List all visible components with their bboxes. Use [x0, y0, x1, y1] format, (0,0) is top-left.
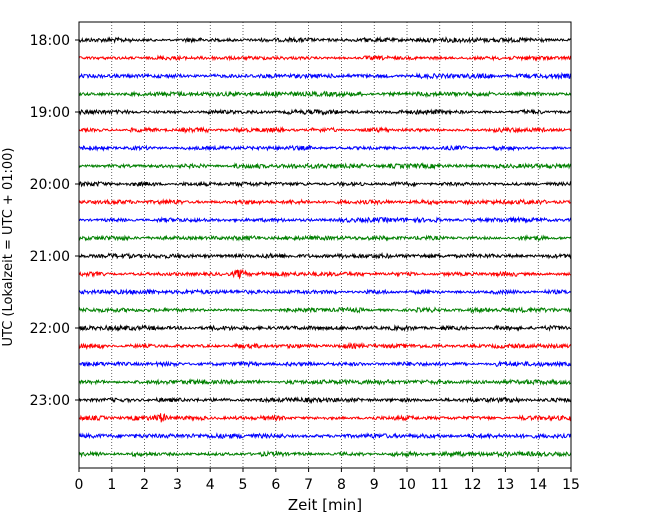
seismogram-trace — [78, 198, 572, 206]
x-axis-ticks: 0 1 2 3 4 5 6 7 8 9 10 11 12 13 14 15 — [75, 468, 580, 493]
seismogram-trace — [78, 432, 572, 440]
y-tick-label: 20:00 — [30, 177, 70, 193]
traces-group — [78, 36, 572, 459]
x-tick-label: 9 — [370, 477, 379, 493]
x-tick-label: 13 — [496, 477, 514, 493]
y-tick-label: 23:00 — [30, 393, 70, 409]
x-tick-label: 14 — [529, 477, 547, 493]
plot-frame — [78, 21, 572, 469]
y-tick-label: 21:00 — [30, 249, 70, 265]
seismogram-trace — [78, 306, 572, 314]
seismogram-trace — [78, 413, 572, 423]
seismogram-trace — [78, 54, 572, 62]
x-axis-label: Zeit [min] — [288, 496, 362, 514]
seismogram-trace — [78, 341, 572, 351]
x-tick-label: 0 — [75, 477, 84, 493]
seismogram-trace — [78, 108, 572, 116]
seismogram-trace — [78, 288, 572, 296]
plot-background — [79, 22, 571, 468]
seismogram-trace — [78, 144, 572, 152]
y-tick-label: 18:00 — [30, 33, 70, 49]
x-tick-label: 5 — [239, 477, 248, 493]
y-axis-label: UTC (Lokalzeit = UTC + 01:00) — [1, 148, 16, 347]
seismogram-trace — [78, 234, 572, 242]
seismogram-trace — [78, 180, 572, 188]
seismogram-trace — [78, 378, 572, 386]
seismogram-trace — [78, 36, 572, 44]
seismogram-trace — [78, 396, 572, 405]
seismogram-trace — [78, 268, 572, 280]
x-tick-label: 2 — [140, 477, 149, 493]
x-tick-label: 11 — [431, 477, 449, 493]
seismogram-trace — [78, 450, 572, 459]
seismogram-trace — [78, 323, 572, 333]
y-axis-ticks: 18:00 19:00 20:00 21:00 22:00 23:00 — [30, 33, 79, 409]
grid-lines — [111, 22, 539, 468]
x-tick-label: 10 — [398, 477, 416, 493]
seismogram-trace — [78, 162, 572, 170]
x-tick-label: 6 — [271, 477, 280, 493]
y-tick-label: 19:00 — [30, 105, 70, 121]
seismogram-trace — [78, 215, 572, 224]
x-tick-label: 8 — [337, 477, 346, 493]
x-tick-label: 7 — [304, 477, 313, 493]
seismogram-trace — [78, 90, 572, 99]
x-tick-label: 4 — [206, 477, 215, 493]
seismogram-trace — [78, 71, 572, 81]
x-tick-label: 3 — [173, 477, 182, 493]
seismogram-trace — [78, 360, 572, 368]
y-tick-label: 22:00 — [30, 321, 70, 337]
x-tick-label: 15 — [562, 477, 580, 493]
seismogram-trace — [78, 251, 572, 260]
x-tick-label: 1 — [107, 477, 116, 493]
seismogram-trace — [78, 125, 572, 134]
x-tick-label: 12 — [464, 477, 482, 493]
